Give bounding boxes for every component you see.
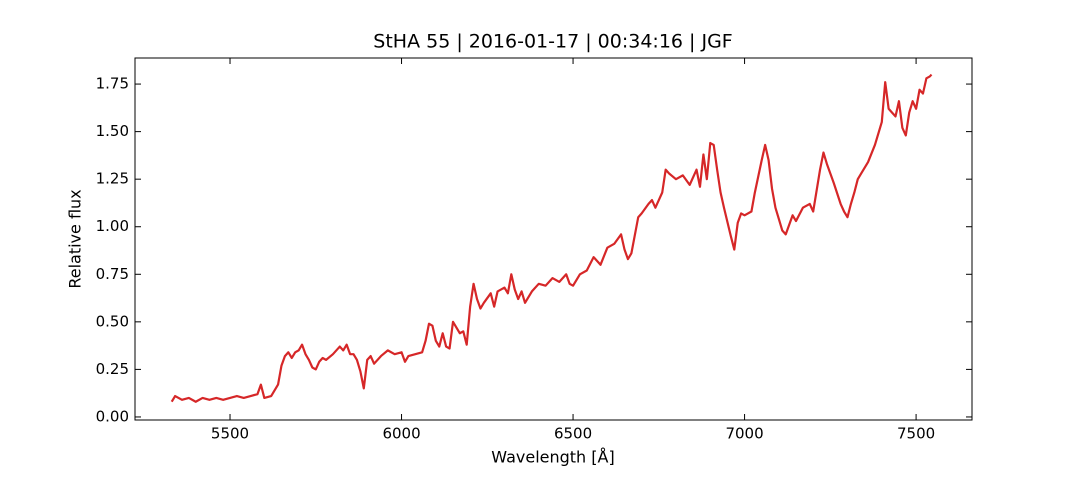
- y-tick-label: 1.50: [96, 122, 129, 140]
- x-tick-label: 6000: [382, 425, 420, 443]
- y-tick-label: 0.50: [96, 312, 129, 330]
- y-tick-label: 1.75: [96, 75, 129, 93]
- x-tick-label: 7000: [725, 425, 763, 443]
- y-tick-label: 0.75: [96, 265, 129, 283]
- chart-title: StHA 55 | 2016-01-17 | 00:34:16 | JGF: [373, 31, 732, 53]
- y-axis-label: Relative flux: [66, 189, 85, 288]
- x-tick-label: 6500: [554, 425, 592, 443]
- plot-frame: [134, 57, 973, 421]
- y-tick-label: 1.25: [96, 170, 129, 188]
- y-tick-label: 0.25: [96, 360, 129, 378]
- y-tick-label: 1.00: [96, 217, 129, 235]
- x-tick-label: 5500: [211, 425, 249, 443]
- x-axis-label: Wavelength [Å]: [491, 448, 614, 467]
- y-tick-label: 0.00: [96, 407, 129, 425]
- spectrum-line: [170, 73, 933, 403]
- x-tick-label: 7500: [897, 425, 935, 443]
